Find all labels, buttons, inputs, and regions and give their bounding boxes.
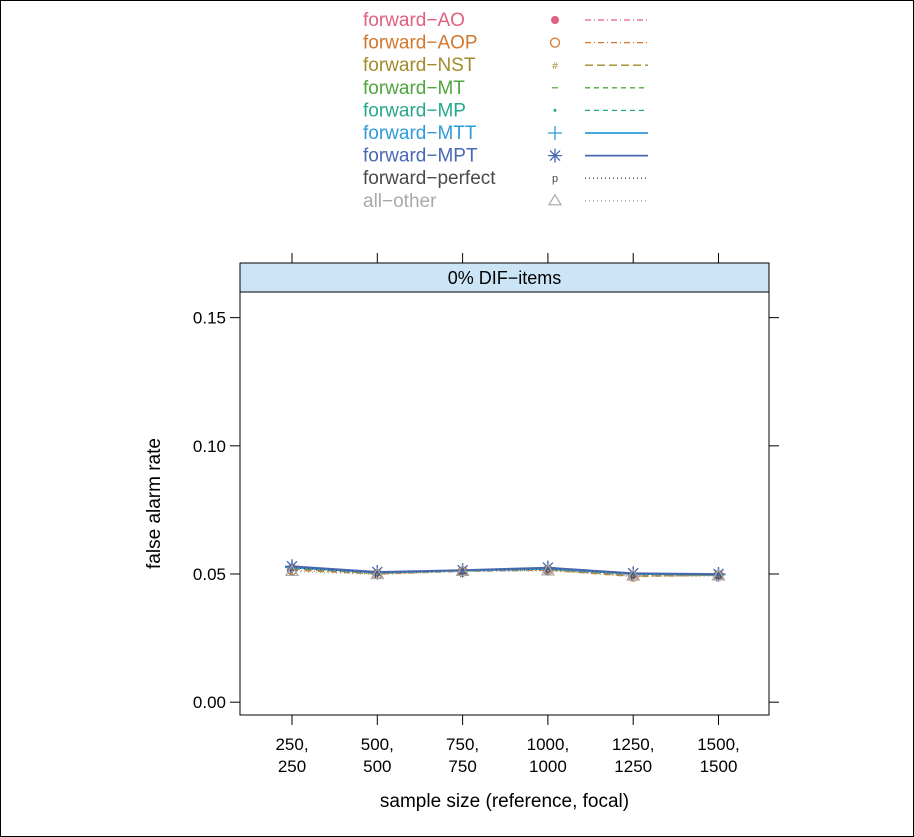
data-point — [370, 567, 385, 580]
legend-entry: all−other — [363, 191, 648, 212]
x-tick-label: 500 — [363, 757, 391, 776]
legend-entry: forward−MP — [363, 100, 648, 121]
legend-label: forward−NST — [363, 55, 476, 76]
x-tick-label: 1500 — [700, 757, 738, 776]
data-point: p — [545, 564, 551, 576]
top-ticks — [291, 253, 719, 263]
data-point: p — [374, 568, 380, 580]
x-tick-label: 1250 — [614, 757, 652, 776]
data-point — [626, 568, 641, 581]
legend-entry: forward−perfect p — [363, 168, 648, 189]
y-tick-label: 0.00 — [193, 693, 226, 712]
data-point — [284, 564, 300, 577]
legend-marker: # — [552, 61, 558, 72]
y-axis-label: false alarm rate — [144, 438, 165, 569]
data-point — [370, 564, 385, 579]
legend-label: forward−MT — [363, 78, 465, 99]
legend-label: forward−MPT — [363, 146, 478, 167]
data-point: p — [289, 563, 295, 575]
legend-entry: forward−MTT — [363, 123, 648, 144]
x-tick-label: 1250, — [612, 735, 655, 754]
data-point — [455, 563, 470, 578]
y-tick-label: 0.15 — [193, 309, 226, 328]
x-tick-label: 250 — [278, 757, 306, 776]
y-tick-label: 0.05 — [193, 565, 226, 584]
data-point — [711, 567, 726, 581]
series-6 — [285, 559, 726, 581]
legend-marker — [553, 108, 557, 112]
data-point — [626, 566, 641, 581]
legend-label: forward−AOP — [363, 33, 478, 54]
series-8 — [284, 563, 726, 581]
y-axis: 0.00 0.05 0.10 0.15 — [193, 309, 779, 712]
legend-entry: forward−MPT — [363, 146, 648, 167]
legend-marker — [547, 193, 563, 206]
data-point: p — [715, 570, 721, 582]
legend-entry: forward−NST # — [363, 55, 648, 76]
x-tick-label: 250, — [275, 735, 308, 754]
x-tick-label: 1000, — [527, 735, 570, 754]
series-line — [291, 565, 719, 575]
legend-marker — [551, 16, 559, 24]
legend-label: forward−perfect — [363, 168, 496, 189]
x-tick-label: 750, — [446, 735, 479, 754]
legend-marker: p — [552, 173, 558, 185]
data-point — [540, 560, 555, 575]
x-tick-label: 500, — [361, 735, 394, 754]
panel-strip: 0% DIF−items — [239, 262, 770, 293]
legend-label: forward−MP — [363, 100, 466, 121]
legend-label: forward−AO — [363, 10, 465, 31]
legend-entry: forward−AO — [363, 10, 648, 31]
x-tick-label: 750 — [448, 757, 476, 776]
series-line — [291, 568, 719, 577]
data-point — [711, 568, 726, 581]
legend-marker — [548, 126, 562, 140]
data-point: p — [460, 566, 466, 578]
x-tick-label: 1000 — [529, 757, 567, 776]
panel-title: 0% DIF−items — [448, 268, 562, 288]
x-tick-label: 1500, — [697, 735, 740, 754]
series-layer: # # # ## #p p p p p p — [284, 559, 726, 583]
legend-label: all−other — [363, 191, 437, 212]
y-tick-label: 0.10 — [193, 437, 226, 456]
legend-marker — [549, 37, 561, 48]
legend-entry: forward−MT — [363, 78, 648, 99]
data-point — [540, 563, 555, 576]
x-axis: 250, 250 500, 500 750, 750 1000, 1000 1250, 1250 1… — [275, 715, 740, 776]
x-axis-label: sample size (reference, focal) — [380, 791, 629, 812]
data-point — [455, 564, 470, 577]
data-point: p — [630, 569, 636, 581]
legend-entry: forward−AOP — [363, 33, 648, 54]
plot-area — [239, 291, 770, 716]
legend-label: forward−MTT — [363, 123, 477, 144]
legend-marker — [548, 148, 562, 163]
